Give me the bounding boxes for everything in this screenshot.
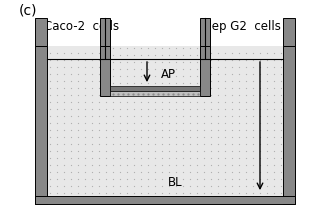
Bar bbox=[35, 46, 47, 204]
Text: Hep G2  cells: Hep G2 cells bbox=[203, 19, 281, 33]
Bar bbox=[110, 46, 200, 86]
Bar bbox=[283, 46, 295, 204]
Text: BL: BL bbox=[168, 175, 182, 189]
Bar bbox=[35, 196, 295, 204]
Text: Caco-2  cells: Caco-2 cells bbox=[45, 19, 120, 33]
Bar bbox=[200, 46, 210, 96]
Bar bbox=[100, 46, 110, 96]
Bar bbox=[283, 18, 295, 46]
Bar bbox=[47, 46, 283, 196]
Text: (c): (c) bbox=[19, 3, 37, 17]
Text: AP: AP bbox=[161, 67, 176, 80]
Bar bbox=[110, 91, 200, 96]
Bar bbox=[110, 86, 200, 91]
Bar bbox=[200, 18, 210, 46]
Bar bbox=[100, 18, 110, 46]
Bar bbox=[35, 18, 47, 46]
